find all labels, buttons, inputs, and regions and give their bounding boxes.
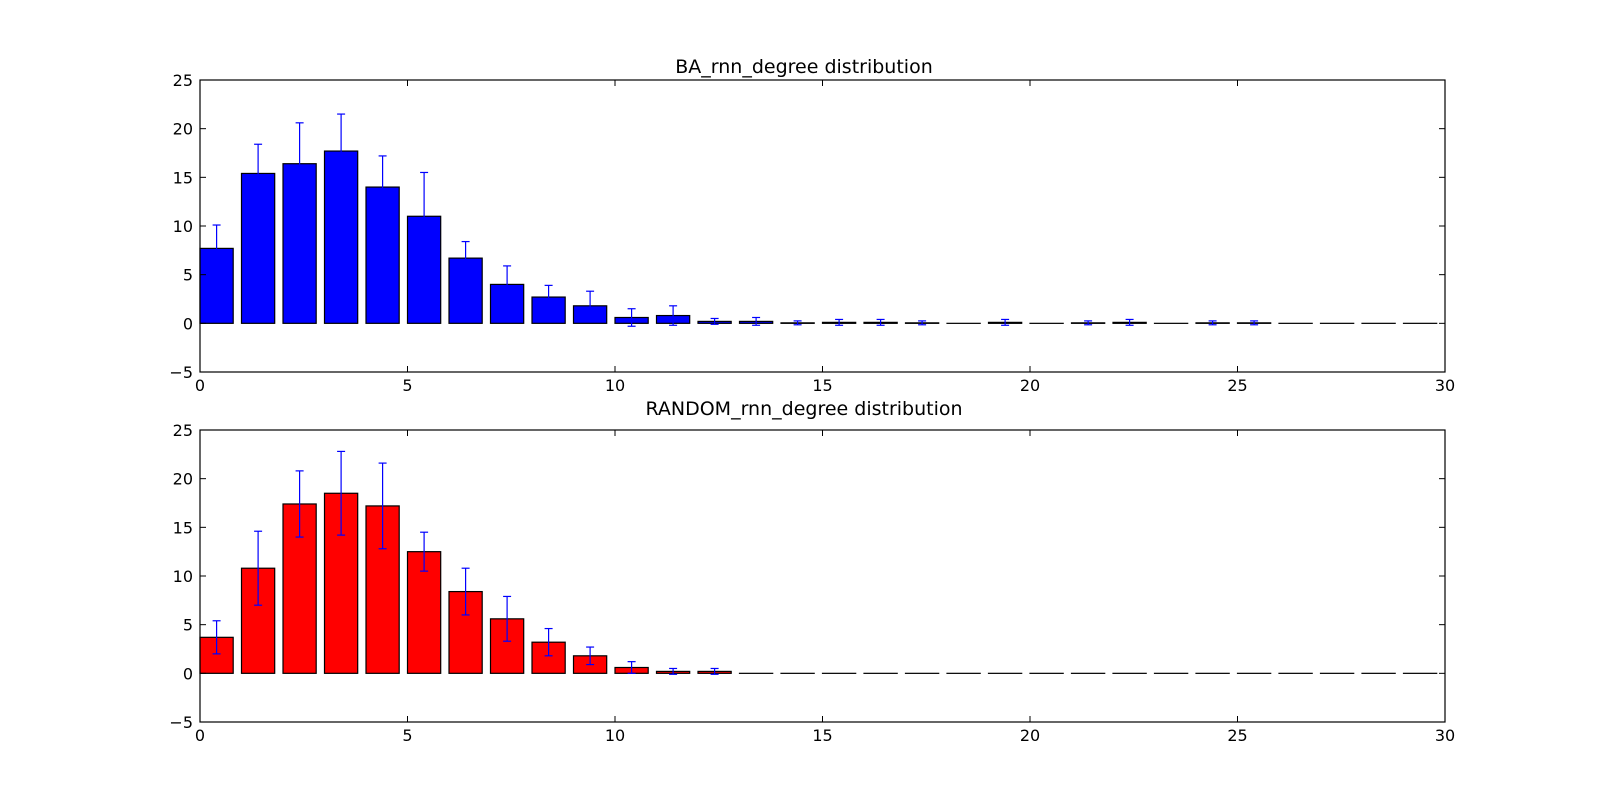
error-bar-2 xyxy=(295,122,304,206)
x-tick-label: 5 xyxy=(402,376,412,395)
x-tick-label: 10 xyxy=(605,376,625,395)
error-bar-5 xyxy=(420,531,429,572)
error-bar-15 xyxy=(835,318,844,326)
x-tick-label: 0 xyxy=(195,376,205,395)
error-bar-13 xyxy=(752,316,761,326)
error-bar-10 xyxy=(627,661,636,674)
x-tick-label: 15 xyxy=(812,726,832,745)
y-tick-label: 15 xyxy=(173,518,193,537)
error-bars-group xyxy=(212,113,1259,327)
error-bar-4 xyxy=(378,462,387,550)
error-bar-1 xyxy=(254,143,263,204)
error-bar-3 xyxy=(337,450,346,536)
chart-title: RANDOM_rnn_degree distribution xyxy=(645,398,962,420)
bars-group xyxy=(199,150,1438,324)
bar-4 xyxy=(365,186,400,324)
x-tick-label: 20 xyxy=(1020,376,1040,395)
error-bar-0 xyxy=(212,620,221,655)
error-bar-0 xyxy=(212,224,221,273)
error-bar-6 xyxy=(461,240,470,276)
error-bar-8 xyxy=(544,627,553,657)
x-tick-label: 0 xyxy=(195,726,205,745)
x-tick-label: 30 xyxy=(1435,376,1455,395)
x-tick-label: 5 xyxy=(402,726,412,745)
bar-8 xyxy=(531,296,566,324)
error-bar-4 xyxy=(378,155,387,219)
bar-2 xyxy=(282,503,317,674)
error-bar-3 xyxy=(337,113,346,189)
error-bar-7 xyxy=(503,595,512,642)
y-tick-label: 5 xyxy=(183,266,193,285)
y-tick-label: 0 xyxy=(183,314,193,333)
y-tick-label: 10 xyxy=(173,217,193,236)
y-tick-label: 15 xyxy=(173,168,193,187)
error-bar-22 xyxy=(1125,318,1134,326)
error-bar-25 xyxy=(1250,320,1259,326)
y-tick-label: 25 xyxy=(173,71,193,90)
error-bar-1 xyxy=(254,530,263,606)
random-degree-chart: RANDOM_rnn_degree distribution 0 5 10 15 20 2… xyxy=(169,398,1455,745)
error-bar-8 xyxy=(544,284,553,310)
error-bar-12 xyxy=(710,317,719,325)
ba-degree-chart: BA_rnn_degree distribution 0 5 10 15 20 25 30 −… xyxy=(169,56,1455,395)
y-tick-label: 5 xyxy=(183,616,193,635)
error-bar-19 xyxy=(1001,318,1010,326)
x-tick-label: 25 xyxy=(1227,726,1247,745)
x-tick-label: 20 xyxy=(1020,726,1040,745)
error-bar-9 xyxy=(586,646,595,666)
error-bar-9 xyxy=(586,290,595,322)
error-bar-11 xyxy=(669,305,678,326)
error-bar-16 xyxy=(876,318,885,326)
bar-3 xyxy=(323,150,359,324)
error-bar-5 xyxy=(420,171,429,261)
y-tick-label: 20 xyxy=(173,470,193,489)
error-bar-6 xyxy=(461,567,470,616)
y-tick-label: 25 xyxy=(173,421,193,440)
x-tick-label: 15 xyxy=(812,376,832,395)
error-bar-17 xyxy=(918,320,927,326)
y-tick-label: −5 xyxy=(169,713,193,732)
x-tick-label: 30 xyxy=(1435,726,1455,745)
chart-title: BA_rnn_degree distribution xyxy=(675,56,933,78)
y-tick-label: 10 xyxy=(173,567,193,586)
error-bar-14 xyxy=(793,320,802,326)
x-tick-label: 25 xyxy=(1227,376,1247,395)
error-bar-12 xyxy=(710,667,719,675)
error-bar-24 xyxy=(1208,320,1217,326)
error-bar-7 xyxy=(503,265,512,304)
error-bar-21 xyxy=(1084,320,1093,326)
bars-group xyxy=(199,492,1438,674)
x-tick-label: 10 xyxy=(605,726,625,745)
error-bar-2 xyxy=(295,470,304,538)
y-tick-label: 0 xyxy=(183,664,193,683)
error-bar-11 xyxy=(669,667,678,675)
error-bar-10 xyxy=(627,308,636,327)
y-tick-label: 20 xyxy=(173,120,193,139)
error-bars-group xyxy=(212,450,719,675)
y-tick-label: −5 xyxy=(169,363,193,382)
